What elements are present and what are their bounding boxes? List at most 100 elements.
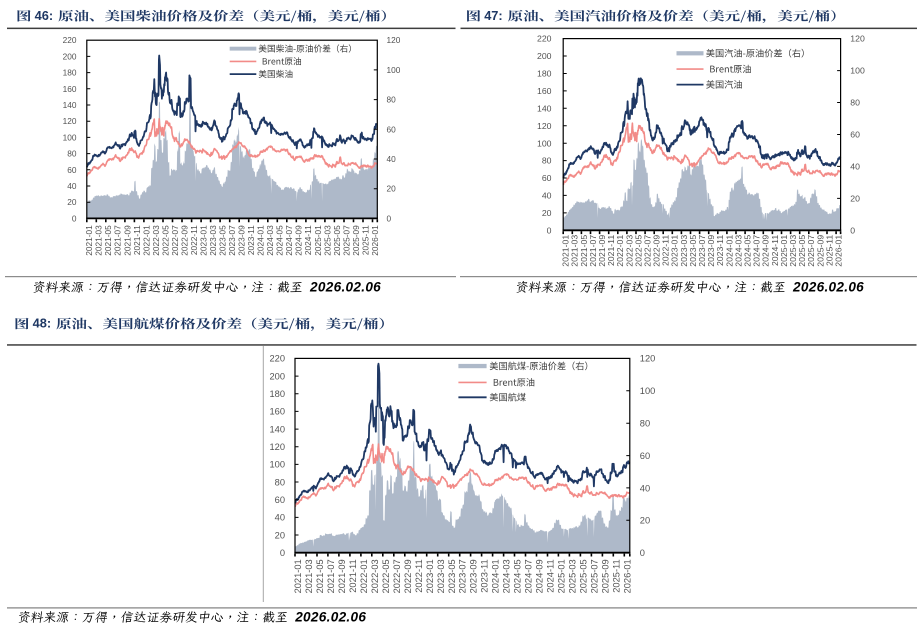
svg-text:2021-01: 2021-01 — [293, 559, 303, 593]
svg-text:40: 40 — [640, 483, 650, 493]
svg-text:2024-11: 2024-11 — [546, 559, 556, 592]
svg-text:2026-01: 2026-01 — [622, 559, 632, 593]
svg-text:2024-05: 2024-05 — [513, 559, 523, 593]
svg-text:160: 160 — [63, 84, 77, 94]
svg-text:140: 140 — [269, 424, 285, 434]
svg-text:20: 20 — [542, 208, 552, 218]
svg-text:80: 80 — [275, 477, 285, 487]
svg-text:0: 0 — [547, 225, 552, 235]
svg-text:20: 20 — [275, 530, 285, 540]
svg-text:2021-11: 2021-11 — [348, 559, 358, 592]
svg-text:220: 220 — [63, 35, 77, 45]
svg-text:80: 80 — [67, 149, 77, 159]
svg-text:2023-07: 2023-07 — [458, 559, 468, 593]
svg-text:20: 20 — [67, 197, 77, 207]
svg-text:2023-01: 2023-01 — [670, 235, 680, 267]
svg-text:2025-05: 2025-05 — [579, 559, 589, 593]
svg-text:220: 220 — [537, 34, 552, 44]
svg-text:2022-05: 2022-05 — [160, 225, 170, 256]
svg-text:220: 220 — [269, 354, 285, 364]
svg-text:2025-03: 2025-03 — [322, 225, 332, 256]
svg-text:2026-01: 2026-01 — [834, 235, 844, 267]
svg-text:2022-07: 2022-07 — [392, 559, 402, 593]
svg-text:2025-03: 2025-03 — [568, 559, 578, 593]
svg-text:2022-03: 2022-03 — [624, 235, 634, 267]
svg-text:2021-11: 2021-11 — [132, 225, 142, 255]
svg-text:2025-09: 2025-09 — [351, 225, 361, 256]
svg-text:2023-01: 2023-01 — [425, 559, 435, 593]
svg-text:60: 60 — [850, 130, 860, 140]
svg-text:2021-03: 2021-03 — [304, 559, 314, 593]
svg-text:2021-09: 2021-09 — [337, 559, 347, 593]
svg-text:2025-11: 2025-11 — [611, 559, 621, 592]
svg-text:2023-09: 2023-09 — [237, 225, 247, 256]
svg-text:40: 40 — [850, 162, 860, 172]
svg-text:200: 200 — [63, 51, 77, 61]
svg-text:2023-01: 2023-01 — [199, 225, 209, 256]
svg-text:2024-07: 2024-07 — [524, 559, 534, 593]
svg-text:2023-07: 2023-07 — [697, 235, 707, 267]
svg-text:20: 20 — [640, 516, 650, 526]
svg-text:60: 60 — [387, 124, 397, 134]
svg-text:2021-09: 2021-09 — [122, 225, 132, 256]
svg-text:46:: 46: — [35, 8, 54, 23]
svg-text:80: 80 — [850, 98, 860, 108]
svg-text:2023-05: 2023-05 — [218, 225, 228, 256]
svg-text:2021-07: 2021-07 — [326, 559, 336, 593]
svg-text:2024-01: 2024-01 — [256, 225, 266, 256]
svg-text:2026-01: 2026-01 — [370, 225, 380, 256]
svg-text:2022-01: 2022-01 — [141, 225, 151, 256]
svg-text:180: 180 — [537, 69, 552, 79]
svg-text:40: 40 — [67, 181, 77, 191]
svg-text:80: 80 — [387, 95, 397, 105]
svg-text:120: 120 — [63, 116, 77, 126]
svg-text:2021-03: 2021-03 — [570, 235, 580, 267]
svg-text:2022-01: 2022-01 — [615, 235, 625, 267]
svg-text:0: 0 — [850, 225, 855, 235]
svg-text:40: 40 — [275, 513, 285, 523]
svg-text:140: 140 — [537, 103, 552, 113]
svg-text:2022-11: 2022-11 — [661, 235, 671, 266]
svg-text:2026.02.06: 2026.02.06 — [294, 610, 366, 625]
svg-text:120: 120 — [387, 35, 401, 45]
svg-text:2024-09: 2024-09 — [294, 225, 304, 256]
svg-text:2023-05: 2023-05 — [447, 559, 457, 593]
svg-text:100: 100 — [537, 138, 552, 148]
svg-text:120: 120 — [269, 442, 285, 452]
svg-text:160: 160 — [269, 407, 285, 417]
svg-text:120: 120 — [850, 34, 865, 44]
svg-text:140: 140 — [63, 100, 77, 110]
svg-text:2021-07: 2021-07 — [588, 235, 598, 267]
svg-text:100: 100 — [63, 132, 77, 142]
svg-text:100: 100 — [269, 460, 285, 470]
svg-text:20: 20 — [850, 194, 860, 204]
svg-text:2022-11: 2022-11 — [414, 559, 424, 592]
svg-text:80: 80 — [640, 419, 650, 429]
svg-text:2026.02.06: 2026.02.06 — [792, 280, 864, 295]
svg-text:2025-03: 2025-03 — [788, 235, 798, 267]
svg-text:2025-01: 2025-01 — [779, 235, 789, 267]
svg-text:2023-11: 2023-11 — [715, 235, 725, 266]
svg-text:2024-09: 2024-09 — [761, 235, 771, 267]
svg-text:2024-07: 2024-07 — [752, 235, 762, 267]
svg-text:2024-11: 2024-11 — [303, 225, 313, 255]
svg-text:60: 60 — [542, 173, 552, 183]
svg-text:2025-05: 2025-05 — [797, 235, 807, 267]
svg-text:120: 120 — [640, 354, 656, 364]
svg-text:60: 60 — [275, 495, 285, 505]
svg-text:2022-09: 2022-09 — [179, 225, 189, 256]
svg-text:2025-01: 2025-01 — [557, 559, 567, 593]
svg-text:200: 200 — [537, 51, 552, 61]
svg-text:100: 100 — [387, 65, 401, 75]
svg-text:40: 40 — [387, 154, 397, 164]
svg-text:2025-09: 2025-09 — [815, 235, 825, 267]
svg-text:2026.02.06: 2026.02.06 — [309, 280, 381, 295]
svg-text:20: 20 — [387, 184, 397, 194]
svg-text:2023-11: 2023-11 — [246, 225, 256, 255]
svg-text:2021-05: 2021-05 — [579, 235, 589, 267]
svg-text:2023-07: 2023-07 — [227, 225, 237, 256]
svg-text:2025-07: 2025-07 — [806, 235, 816, 267]
svg-text:60: 60 — [67, 165, 77, 175]
svg-text:2023-09: 2023-09 — [469, 559, 479, 593]
svg-text:2024-07: 2024-07 — [284, 225, 294, 256]
